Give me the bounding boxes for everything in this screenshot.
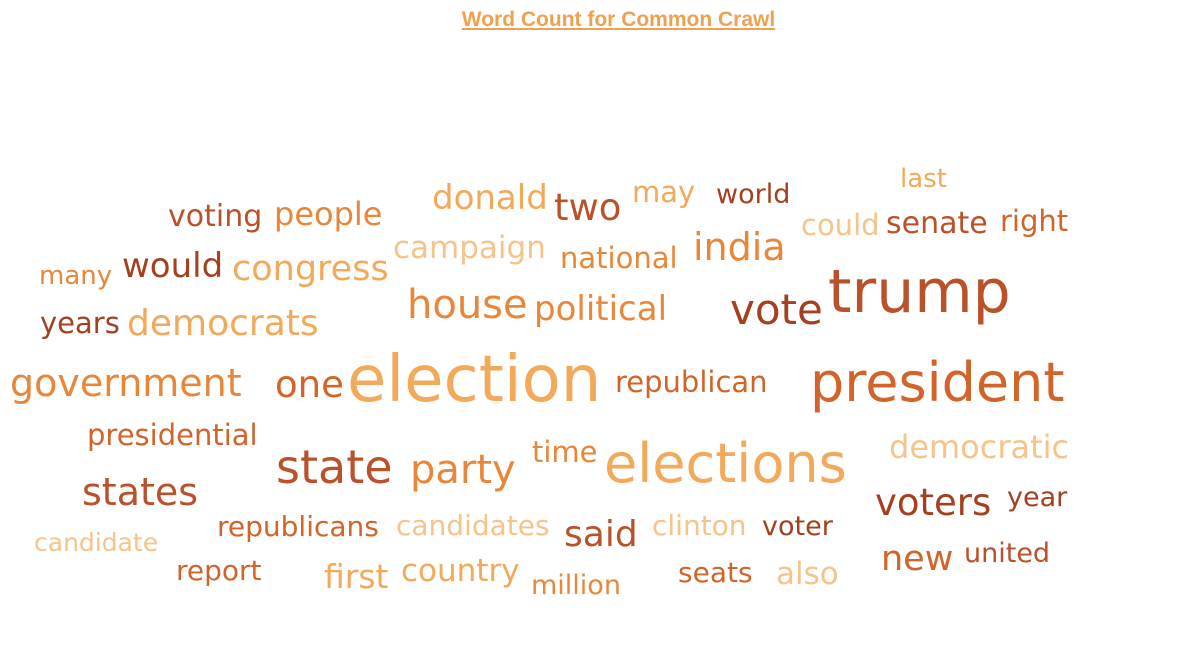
word-presidential: presidential bbox=[87, 418, 258, 452]
word-last: last bbox=[900, 164, 947, 194]
word-voter: voter bbox=[762, 511, 833, 542]
word-elections: elections bbox=[604, 432, 847, 495]
word-donald: donald bbox=[432, 178, 548, 218]
word-one: one bbox=[275, 363, 344, 406]
word-seats: seats bbox=[678, 556, 753, 589]
word-india: india bbox=[693, 225, 786, 269]
word-said: said bbox=[564, 514, 638, 555]
word-country: country bbox=[401, 553, 520, 589]
word-congress: congress bbox=[232, 249, 389, 289]
word-states: states bbox=[82, 470, 199, 514]
word-republicans: republicans bbox=[217, 510, 379, 543]
word-may: may bbox=[632, 175, 696, 209]
chart-title: Word Count for Common Crawl bbox=[461, 8, 776, 31]
word-house: house bbox=[407, 282, 528, 328]
word-republican: republican bbox=[615, 365, 768, 399]
word-voters: voters bbox=[875, 481, 992, 524]
word-candidate: candidate bbox=[34, 528, 159, 557]
word-would: would bbox=[122, 246, 224, 286]
word-right: right bbox=[1000, 204, 1069, 238]
word-government: government bbox=[10, 361, 242, 405]
word-state: state bbox=[276, 440, 393, 494]
word-also: also bbox=[776, 556, 839, 592]
word-trump: trump bbox=[828, 257, 1011, 327]
word-years: years bbox=[40, 306, 120, 340]
word-united: united bbox=[964, 538, 1051, 569]
word-million: million bbox=[531, 570, 621, 601]
word-time: time bbox=[532, 435, 598, 469]
word-many: many bbox=[39, 261, 113, 291]
word-election: election bbox=[347, 343, 602, 417]
word-national: national bbox=[560, 241, 678, 275]
word-voting: voting bbox=[168, 199, 263, 234]
word-party: party bbox=[410, 447, 516, 493]
word-clinton: clinton bbox=[652, 509, 747, 542]
word-could: could bbox=[801, 208, 880, 242]
word-people: people bbox=[274, 195, 383, 233]
word-report: report bbox=[176, 554, 262, 587]
word-new: new bbox=[881, 539, 954, 579]
word-vote: vote bbox=[730, 285, 823, 334]
word-president: president bbox=[810, 351, 1065, 414]
word-year: year bbox=[1007, 482, 1068, 513]
word-campaign: campaign bbox=[393, 230, 546, 266]
word-two: two bbox=[554, 186, 622, 229]
word-democrats: democrats bbox=[127, 303, 319, 344]
word-democratic: democratic bbox=[889, 428, 1070, 466]
word-senate: senate bbox=[886, 206, 988, 241]
word-first: first bbox=[324, 557, 389, 596]
word-world: world bbox=[716, 179, 791, 210]
word-candidates: candidates bbox=[396, 509, 550, 542]
word-political: political bbox=[534, 289, 668, 329]
